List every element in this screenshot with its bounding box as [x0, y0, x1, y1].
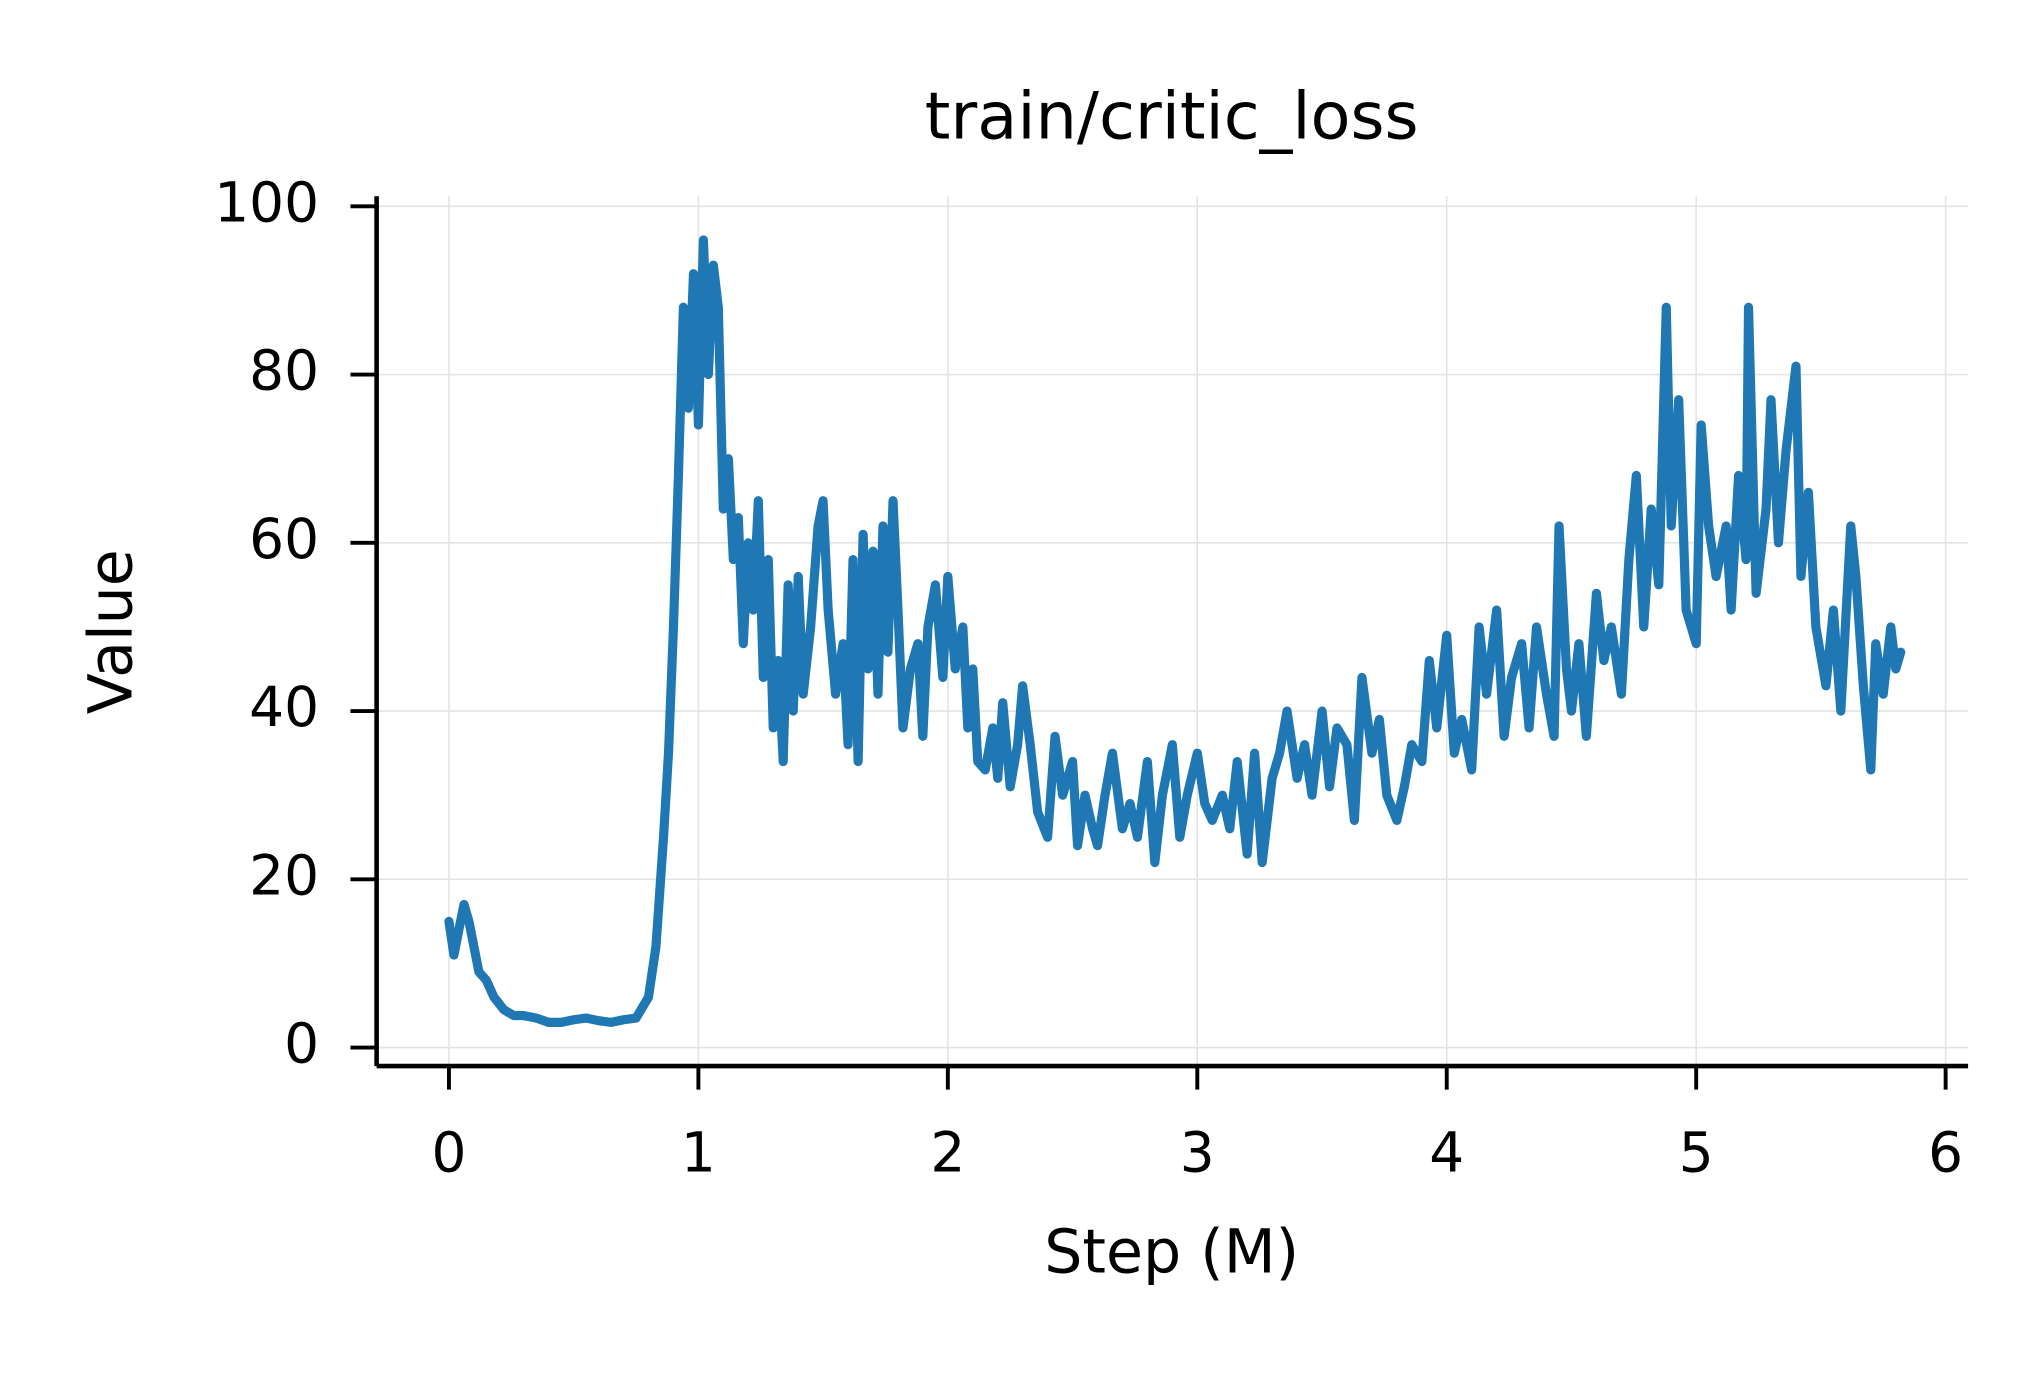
y-tick-label: 0 — [284, 1012, 319, 1076]
x-tick-label: 6 — [1928, 1120, 1963, 1184]
data-line — [444, 235, 1906, 1027]
chart-title: train/critic_loss — [925, 78, 1419, 154]
x-axis-label: Step (M) — [1044, 1217, 1299, 1287]
y-tick-label: 60 — [249, 507, 319, 571]
x-tick-label: 0 — [431, 1120, 466, 1184]
x-tick-label: 3 — [1180, 1120, 1215, 1184]
y-tick-label: 100 — [214, 170, 319, 234]
y-axis-label: Value — [77, 549, 147, 714]
y-tick-label: 40 — [249, 675, 319, 739]
x-tick-label: 2 — [930, 1120, 965, 1184]
y-tick-label: 20 — [249, 843, 319, 907]
x-tick-label: 4 — [1429, 1120, 1464, 1184]
y-tick-label: 80 — [249, 339, 319, 403]
x-tick-label: 1 — [681, 1120, 716, 1184]
x-tick-label: 5 — [1679, 1120, 1714, 1184]
